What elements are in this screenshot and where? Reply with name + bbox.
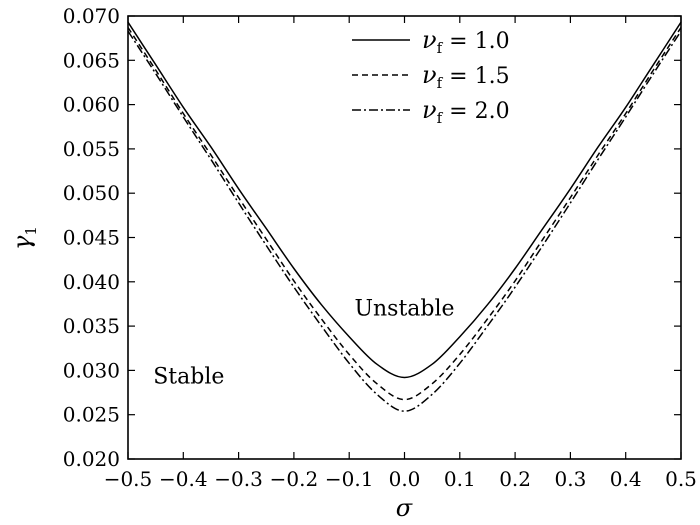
legend-label-3: νf = 2.0 [422, 96, 510, 127]
region-label-unstable: Unstable [354, 296, 454, 321]
y-tick-label: 0.020 [63, 447, 120, 471]
plot-area [127, 21, 682, 412]
x-tick-label: −0.2 [270, 467, 319, 491]
legend-label-1: νf = 1.0 [422, 26, 510, 57]
legend-subscript: f [437, 109, 444, 127]
y-axis: 0.020 0.025 0.030 0.035 0.040 0.045 0.050 0.055… [63, 4, 681, 471]
y-tick-label: 0.055 [63, 137, 120, 161]
y-tick-label: 0.070 [63, 4, 120, 28]
x-tick-label: −0.5 [104, 467, 153, 491]
legend-value: = 1.5 [442, 64, 509, 89]
x-tick-label: −0.4 [159, 467, 208, 491]
legend-label-2: νf = 1.5 [422, 61, 510, 92]
y-tick-label: 0.040 [63, 270, 120, 294]
y-axis-label: γ1 [8, 226, 40, 250]
x-tick-label: 0.2 [499, 467, 531, 491]
annotations: Unstable Stable [153, 296, 454, 389]
series-line-2 [127, 27, 682, 401]
x-tick-label: −0.3 [214, 467, 263, 491]
x-tick-label: 0.5 [665, 467, 697, 491]
y-tick-label: 0.035 [63, 314, 120, 338]
legend: νf = 1.0νf = 1.5νf = 2.0 [352, 26, 510, 127]
x-axis: −0.5 −0.4 −0.3 −0.2 −0.1 0.0 0.1 0.2 0.3 0.4 0.5 [104, 16, 697, 491]
y-tick-label: 0.060 [63, 93, 120, 117]
y-tick-label: 0.045 [63, 226, 120, 250]
y-tick-label: 0.065 [63, 48, 120, 72]
x-axis-label: σ [396, 494, 413, 522]
y-tick-label: 0.050 [63, 181, 120, 205]
legend-symbol: ν [422, 26, 437, 54]
svg-text:γ1: γ1 [8, 226, 40, 250]
legend-subscript: f [437, 74, 444, 92]
x-tick-label: 0.3 [554, 467, 586, 491]
y-tick-label: 0.030 [63, 358, 120, 382]
legend-symbol: ν [422, 96, 437, 124]
series-line-3 [127, 30, 682, 412]
legend-value: = 2.0 [442, 99, 509, 124]
region-label-stable: Stable [153, 365, 224, 390]
legend-symbol: ν [422, 61, 437, 89]
x-tick-label: 0.4 [610, 467, 642, 491]
x-tick-label: 0.1 [444, 467, 476, 491]
legend-value: = 1.0 [442, 29, 509, 54]
y-tick-label: 0.025 [63, 403, 120, 427]
x-tick-label: −0.1 [325, 467, 374, 491]
series-line-1 [127, 21, 682, 379]
legend-subscript: f [437, 39, 444, 57]
x-tick-label: 0.0 [389, 467, 421, 491]
plot-frame [127, 15, 682, 460]
y-axis-label-subscript: 1 [22, 226, 40, 236]
y-axis-label-main: γ [8, 235, 36, 250]
